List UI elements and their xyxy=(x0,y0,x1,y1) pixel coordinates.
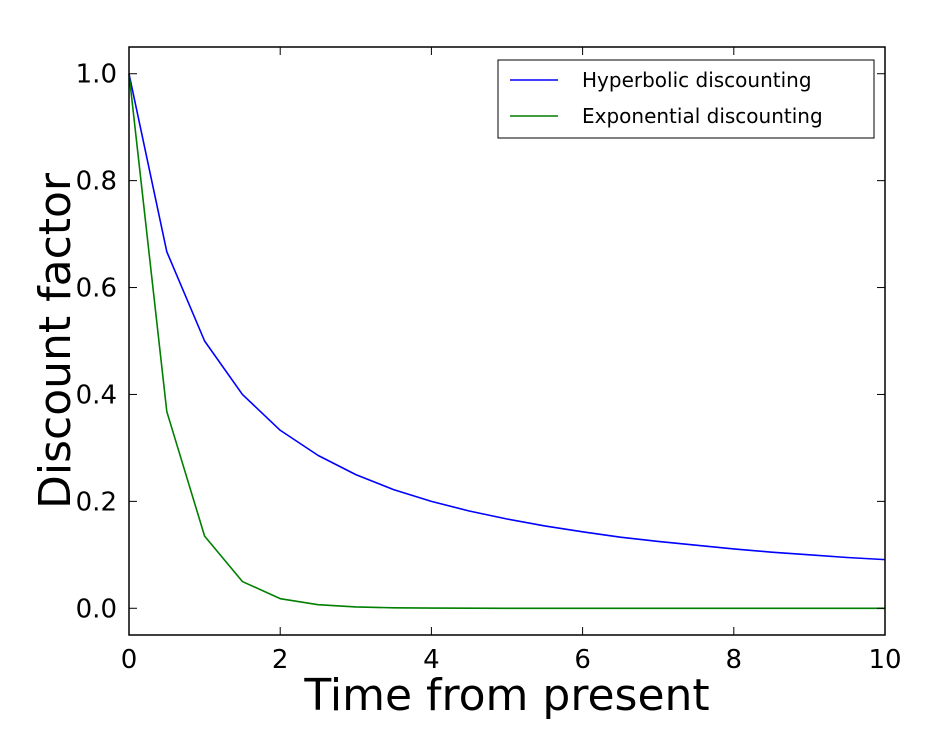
x-tick-label: 8 xyxy=(726,645,743,675)
x-tick-label: 4 xyxy=(423,645,440,675)
y-tick-label: 0.0 xyxy=(76,594,117,624)
x-tick-label: 0 xyxy=(121,645,138,675)
y-tick-label: 0.8 xyxy=(76,167,117,197)
legend-label-exponential: Exponential discounting xyxy=(582,104,823,128)
x-tick-label: 2 xyxy=(272,645,289,675)
y-tick-label: 0.4 xyxy=(76,380,117,410)
y-tick-label: 0.6 xyxy=(76,274,117,304)
x-axis-title: Time from present xyxy=(303,670,709,721)
legend-label-hyperbolic: Hyperbolic discounting xyxy=(582,68,812,92)
x-tick-label: 10 xyxy=(868,645,901,675)
series-layer xyxy=(128,73,886,610)
x-tick-label: 6 xyxy=(574,645,591,675)
plot-frame xyxy=(128,46,886,636)
tick-layer: 0 2 4 6 8 10 0.0 0.2 0.4 0.6 0.8 1.0 xyxy=(76,47,902,675)
y-axis-title: Discount factor xyxy=(30,172,81,509)
plot-background xyxy=(129,47,885,635)
legend-box xyxy=(497,59,875,139)
legend: Hyperbolic discounting Exponential disco… xyxy=(497,59,875,139)
y-tick-label: 1.0 xyxy=(76,60,117,90)
series-line-exponential xyxy=(128,73,885,610)
y-tick-label: 0.2 xyxy=(76,487,117,517)
series-line-hyperbolic xyxy=(128,73,886,561)
